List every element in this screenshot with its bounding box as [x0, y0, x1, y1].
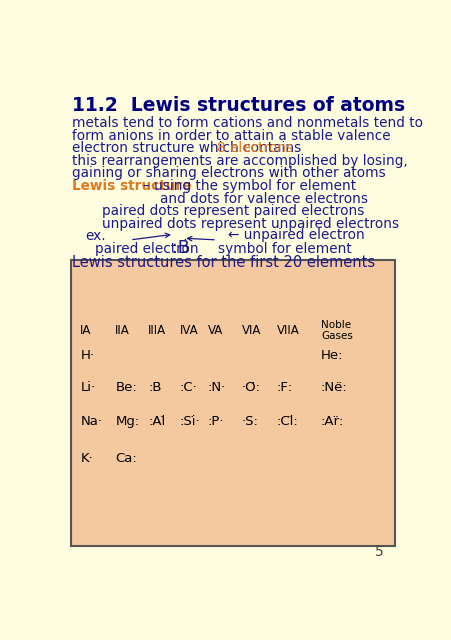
- Text: VIA: VIA: [241, 324, 260, 337]
- Text: :Në:: :Në:: [320, 381, 347, 394]
- Text: electron structure which contains: electron structure which contains: [72, 141, 305, 156]
- Text: He:: He:: [320, 349, 343, 362]
- Text: :Ḃ: :Ḃ: [172, 239, 189, 257]
- Text: IIIA: IIIA: [148, 324, 166, 337]
- Text: this rearrangements are accomplished by losing,: this rearrangements are accomplished by …: [72, 154, 407, 168]
- Text: ← unpaired electron: ← unpaired electron: [228, 228, 364, 243]
- Text: gaining or sharing electrons with other atoms: gaining or sharing electrons with other …: [72, 166, 385, 180]
- Text: ex.: ex.: [85, 229, 106, 243]
- Text: :F̈:: :F̈:: [276, 381, 292, 394]
- Text: Lewis structures for the first 20 elements: Lewis structures for the first 20 elemen…: [72, 255, 375, 270]
- Text: Mg:: Mg:: [115, 415, 139, 428]
- Text: :Ṗ·: :Ṗ·: [207, 415, 224, 428]
- Text: :Ċ·: :Ċ·: [179, 381, 197, 394]
- Text: Li·: Li·: [80, 381, 95, 394]
- Text: ·Ö:: ·Ö:: [241, 381, 260, 394]
- Text: H·: H·: [80, 349, 94, 362]
- Text: IA: IA: [80, 324, 92, 337]
- Text: paired electron: paired electron: [95, 242, 198, 256]
- Text: form anions in order to attain a stable valence: form anions in order to attain a stable …: [72, 129, 390, 143]
- Text: Noble: Noble: [320, 320, 350, 330]
- Text: Be:: Be:: [115, 381, 137, 394]
- Text: 11.2  Lewis structures of atoms: 11.2 Lewis structures of atoms: [72, 95, 405, 115]
- Text: Gases: Gases: [320, 331, 352, 341]
- Text: paired dots represent paired electrons: paired dots represent paired electrons: [102, 204, 364, 218]
- Text: :Ṅ·: :Ṅ·: [207, 381, 226, 394]
- Text: :Ḃ: :Ḃ: [148, 381, 161, 394]
- Text: 5: 5: [374, 545, 383, 559]
- Text: VA: VA: [207, 324, 223, 337]
- Text: unpaired dots represent unpaired electrons: unpaired dots represent unpaired electro…: [102, 217, 398, 231]
- Text: IIA: IIA: [115, 324, 130, 337]
- Text: Lewis structure: Lewis structure: [72, 179, 191, 193]
- Text: IVA: IVA: [179, 324, 198, 337]
- Text: – using the symbol for element: – using the symbol for element: [143, 179, 356, 193]
- Text: VIIA: VIIA: [276, 324, 299, 337]
- Text: Ca:: Ca:: [115, 452, 137, 465]
- Text: and dots for valence electrons: and dots for valence electrons: [160, 191, 367, 205]
- Text: ·S̈:: ·S̈:: [241, 415, 258, 428]
- Text: symbol for element: symbol for element: [217, 242, 350, 256]
- Text: K·: K·: [80, 452, 93, 465]
- Bar: [70, 260, 394, 546]
- Text: Na·: Na·: [80, 415, 102, 428]
- Text: :Ar̈:: :Ar̈:: [320, 415, 344, 428]
- Text: :Al̇: :Al̇: [148, 415, 165, 428]
- Text: :Cl̈:: :Cl̈:: [276, 415, 298, 428]
- Text: :Si̇·: :Si̇·: [179, 415, 200, 428]
- Text: metals tend to form cations and nonmetals tend to: metals tend to form cations and nonmetal…: [72, 116, 422, 130]
- Text: 8 electrons: 8 electrons: [216, 141, 292, 156]
